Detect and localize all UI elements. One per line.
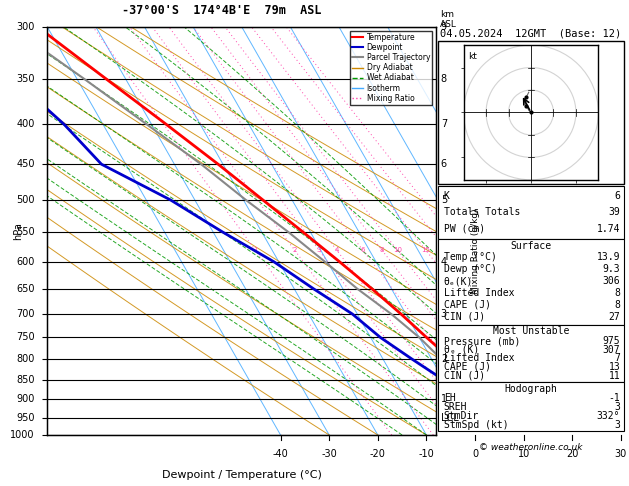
Text: 1.74: 1.74	[597, 224, 620, 234]
Text: 6: 6	[615, 191, 620, 201]
Text: 8: 8	[615, 300, 620, 310]
Text: 850: 850	[16, 375, 35, 385]
Text: Lifted Index: Lifted Index	[443, 288, 515, 298]
Text: 700: 700	[16, 309, 35, 319]
Text: 9: 9	[441, 22, 447, 32]
Text: 600: 600	[16, 257, 35, 267]
Text: 13.9: 13.9	[597, 252, 620, 262]
Text: 11: 11	[608, 370, 620, 381]
Text: 13: 13	[608, 362, 620, 372]
Text: 6: 6	[441, 159, 447, 169]
Text: K: K	[443, 191, 450, 201]
Text: hPa: hPa	[13, 222, 23, 240]
Text: SREH: SREH	[443, 402, 467, 412]
Text: Most Unstable: Most Unstable	[493, 327, 569, 336]
Text: © weatheronline.co.uk: © weatheronline.co.uk	[479, 443, 582, 452]
Text: 950: 950	[16, 413, 35, 423]
Text: 650: 650	[16, 284, 35, 294]
Text: 3: 3	[615, 402, 620, 412]
Text: 39: 39	[608, 208, 620, 217]
Text: Dewp (°C): Dewp (°C)	[443, 264, 496, 274]
Text: -20: -20	[370, 449, 386, 459]
Text: 1000: 1000	[10, 430, 35, 440]
Text: Pressure (mb): Pressure (mb)	[443, 336, 520, 347]
Text: 8: 8	[380, 247, 384, 253]
Legend: Temperature, Dewpoint, Parcel Trajectory, Dry Adiabat, Wet Adiabat, Isotherm, Mi: Temperature, Dewpoint, Parcel Trajectory…	[350, 31, 432, 105]
Text: 4: 4	[335, 247, 339, 253]
Text: 800: 800	[16, 354, 35, 364]
Text: CIN (J): CIN (J)	[443, 312, 485, 322]
Text: Surface: Surface	[510, 241, 552, 251]
Text: 350: 350	[16, 74, 35, 84]
Text: 10: 10	[518, 449, 530, 459]
Text: 332°: 332°	[597, 411, 620, 421]
Text: 400: 400	[16, 119, 35, 129]
Text: 306: 306	[603, 276, 620, 286]
Text: 307: 307	[603, 345, 620, 355]
Text: 975: 975	[603, 336, 620, 347]
Text: 8: 8	[615, 288, 620, 298]
Text: CAPE (J): CAPE (J)	[443, 300, 491, 310]
Text: 550: 550	[16, 227, 35, 237]
Text: 15: 15	[421, 247, 430, 253]
Text: 30: 30	[615, 449, 627, 459]
Text: Temp (°C): Temp (°C)	[443, 252, 496, 262]
Text: 9.3: 9.3	[603, 264, 620, 274]
Text: 7: 7	[615, 353, 620, 364]
Text: 2: 2	[292, 247, 297, 253]
Text: 20: 20	[566, 449, 579, 459]
Text: 5: 5	[441, 195, 447, 205]
Text: Mixing Ratio (g/kg): Mixing Ratio (g/kg)	[471, 208, 480, 294]
Text: 4: 4	[441, 257, 447, 267]
Text: 2: 2	[441, 354, 447, 364]
Text: StmDir: StmDir	[443, 411, 479, 421]
FancyBboxPatch shape	[438, 186, 624, 239]
Text: CIN (J): CIN (J)	[443, 370, 485, 381]
Text: 450: 450	[16, 159, 35, 169]
Text: 10: 10	[393, 247, 402, 253]
Text: LCL: LCL	[441, 413, 459, 423]
Text: EH: EH	[443, 394, 455, 403]
Text: 0: 0	[472, 449, 478, 459]
Text: Dewpoint / Temperature (°C): Dewpoint / Temperature (°C)	[162, 469, 321, 480]
Text: Totals Totals: Totals Totals	[443, 208, 520, 217]
Text: 500: 500	[16, 195, 35, 205]
FancyBboxPatch shape	[438, 325, 624, 382]
FancyBboxPatch shape	[438, 382, 624, 431]
FancyBboxPatch shape	[438, 239, 624, 325]
Text: 1: 1	[441, 394, 447, 404]
Text: 3: 3	[615, 419, 620, 430]
Text: 6: 6	[360, 247, 365, 253]
Text: Hodograph: Hodograph	[504, 383, 557, 394]
Text: 3: 3	[317, 247, 321, 253]
Text: θₑ(K): θₑ(K)	[443, 276, 473, 286]
Text: 750: 750	[16, 332, 35, 343]
FancyBboxPatch shape	[438, 41, 624, 184]
Text: -40: -40	[272, 449, 289, 459]
Text: 3: 3	[441, 309, 447, 319]
Text: -1: -1	[608, 394, 620, 403]
Text: 8: 8	[441, 74, 447, 84]
Text: -10: -10	[418, 449, 434, 459]
Text: 27: 27	[608, 312, 620, 322]
Text: StmSpd (kt): StmSpd (kt)	[443, 419, 508, 430]
Text: θₑ (K): θₑ (K)	[443, 345, 479, 355]
Text: km
ASL: km ASL	[440, 10, 457, 29]
Text: PW (cm): PW (cm)	[443, 224, 485, 234]
Text: 900: 900	[16, 394, 35, 404]
Text: -37°00'S  174°4B'E  79m  ASL: -37°00'S 174°4B'E 79m ASL	[123, 3, 322, 17]
Text: 04.05.2024  12GMT  (Base: 12): 04.05.2024 12GMT (Base: 12)	[440, 29, 621, 39]
Text: Lifted Index: Lifted Index	[443, 353, 515, 364]
Text: -30: -30	[321, 449, 337, 459]
Text: 1: 1	[253, 247, 258, 253]
Text: 300: 300	[16, 22, 35, 32]
Text: kt: kt	[468, 52, 477, 61]
Text: CAPE (J): CAPE (J)	[443, 362, 491, 372]
Text: 7: 7	[441, 119, 447, 129]
